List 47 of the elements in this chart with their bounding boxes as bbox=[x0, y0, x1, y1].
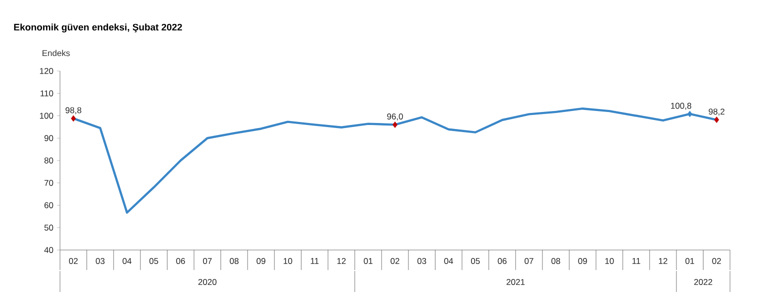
y-tick-label: 60 bbox=[44, 202, 54, 208]
text: 2020 bbox=[198, 279, 216, 285]
y-tick-label: 120 bbox=[40, 68, 54, 74]
point bbox=[70, 115, 76, 122]
y-axis-title: Endeks bbox=[42, 50, 70, 56]
x-tick-label: 03 bbox=[417, 258, 426, 264]
x-tick-label: 07 bbox=[203, 258, 212, 264]
x-tick-label: 01 bbox=[685, 258, 694, 264]
text: 2021 bbox=[506, 279, 525, 285]
x-tick-label: 12 bbox=[658, 258, 668, 264]
data-label: 96,0 bbox=[387, 114, 403, 120]
x-tick-label: 02 bbox=[69, 258, 78, 264]
x-tick-label: 11 bbox=[632, 258, 640, 264]
x-tick-label: 02 bbox=[390, 258, 400, 264]
y-tick-label: 80 bbox=[44, 158, 54, 164]
x-tick-label: 08 bbox=[551, 258, 560, 264]
text: 2022 bbox=[694, 279, 712, 285]
x-tick-label: 06 bbox=[176, 258, 185, 264]
x-tick-label: 06 bbox=[498, 258, 507, 264]
y-tick-label: 100 bbox=[40, 112, 54, 119]
data-label: 98,2 bbox=[708, 108, 724, 116]
x-tick-label: 09 bbox=[578, 258, 587, 264]
x-tick-label: 03 bbox=[96, 258, 105, 264]
x-tick-label: 11 bbox=[310, 258, 319, 264]
x-tick-label: 04 bbox=[122, 258, 132, 264]
x-tick-label: 09 bbox=[256, 258, 266, 264]
y-tick-label: 90 bbox=[44, 135, 54, 142]
data-label: 98,8 bbox=[66, 107, 82, 114]
y-tick-label: 40 bbox=[44, 247, 54, 253]
point bbox=[392, 122, 398, 128]
x-tick-label: 10 bbox=[284, 258, 292, 264]
x-tick-label: 05 bbox=[471, 258, 480, 264]
x-tick-label: 05 bbox=[149, 258, 158, 264]
y-tick-label: 50 bbox=[44, 224, 54, 231]
y-tick-label: 110 bbox=[40, 90, 54, 96]
x-tick-label: 07 bbox=[524, 258, 534, 264]
point bbox=[714, 116, 720, 123]
x-tick-label: 08 bbox=[230, 258, 239, 264]
data-label: 100,8 bbox=[671, 102, 692, 110]
x-tick-label: 12 bbox=[337, 258, 346, 264]
x-tick-label: 04 bbox=[444, 258, 454, 264]
chart-title: Ekonomik güven endeksi, Şubat 2022 bbox=[14, 24, 182, 32]
x-tick-label: 01 bbox=[364, 258, 372, 264]
y-tick-label: 70 bbox=[44, 180, 54, 186]
x-tick-label: 10 bbox=[605, 258, 614, 264]
point bbox=[687, 110, 692, 118]
x-tick-label: 02 bbox=[712, 258, 721, 264]
